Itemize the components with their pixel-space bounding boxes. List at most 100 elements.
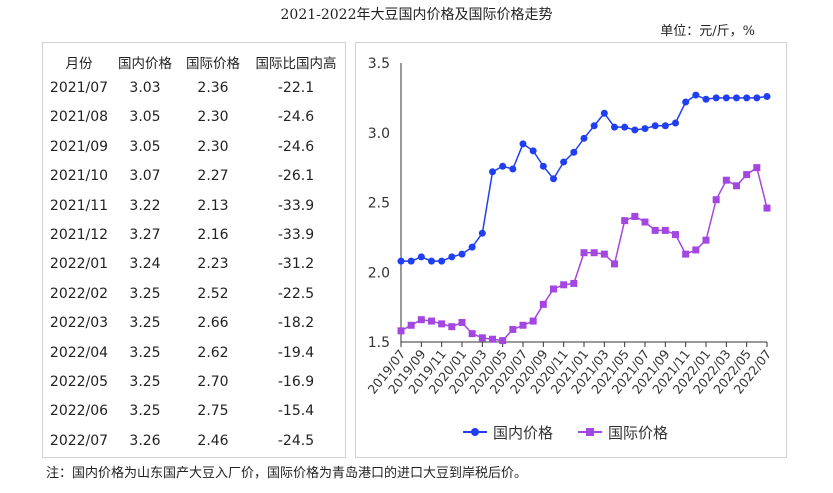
cell-diff: -16.9 [277, 374, 315, 390]
table-row: 2021/07 3.03 2.36 -22.1 [43, 77, 345, 101]
table-header: 月份 国内价格 国际价格 国际比国内高 [43, 49, 345, 73]
cell-month: 2021/10 [49, 168, 109, 185]
cell-international: 2.27 [197, 168, 229, 185]
data-point [407, 257, 415, 265]
cell-diff: -19.4 [277, 344, 315, 361]
data-point [692, 91, 700, 99]
cell-international: 2.66 [197, 315, 229, 332]
header-diff: 国际比国内高 [255, 56, 337, 72]
cell-international: 2.36 [197, 80, 229, 96]
y-tick-label: 2.0 [368, 265, 390, 281]
data-point [641, 125, 649, 133]
data-point [702, 95, 710, 103]
cell-diff: -18.2 [277, 315, 315, 332]
data-point [611, 123, 618, 131]
data-point [743, 171, 751, 179]
data-point [509, 325, 517, 333]
data-point [722, 94, 730, 102]
data-point [590, 249, 598, 257]
table-row: 2022/05 3.25 2.70 -16.9 [43, 371, 345, 395]
data-point [458, 318, 466, 326]
data-point [468, 243, 476, 251]
table-row: 2021/08 3.05 2.30 -24.6 [43, 106, 345, 130]
data-point [519, 321, 527, 329]
data-point [743, 94, 751, 102]
data-point [397, 327, 405, 335]
data-point [733, 182, 740, 190]
data-point [600, 250, 608, 258]
cell-month: 2021/07 [49, 80, 109, 96]
data-point [763, 92, 771, 100]
cell-domestic: 3.03 [129, 80, 161, 96]
data-point [702, 236, 710, 244]
y-tick-label: 1.5 [368, 335, 390, 351]
data-point [539, 162, 547, 170]
data-point [560, 281, 568, 289]
data-point [661, 226, 669, 234]
cell-domestic: 3.27 [129, 227, 161, 243]
footnote: 注：国内价格为山东国产大豆入厂价，国际价格为青岛港口的进口大豆到岸税后价。 [46, 466, 528, 481]
data-point [682, 98, 690, 106]
header-month: 月份 [65, 56, 93, 72]
data-point [550, 285, 557, 293]
data-point [468, 330, 476, 338]
cell-domestic: 3.22 [129, 197, 161, 214]
cell-month: 2021/08 [49, 109, 109, 126]
data-point [570, 279, 578, 287]
legend-marker-circle [471, 428, 479, 436]
data-point [478, 334, 486, 342]
cell-month: 2022/07 [49, 432, 109, 449]
price-table: 月份 国内价格 国际价格 国际比国内高 2021/07 3.03 2.36 -22.1… [42, 42, 346, 458]
data-point [438, 320, 446, 328]
table-row: 2022/03 3.25 2.66 -18.2 [43, 312, 345, 336]
data-point [580, 134, 588, 142]
cell-international: 2.52 [197, 285, 229, 302]
table-row: 2021/12 3.27 2.16 -33.9 [43, 224, 345, 248]
series-line-domestic [401, 94, 768, 262]
table-row: 2022/01 3.24 2.23 -31.2 [43, 253, 345, 277]
data-point [712, 94, 720, 102]
cell-diff: -24.6 [277, 109, 315, 126]
cell-month: 2022/04 [49, 344, 109, 361]
data-point [600, 109, 608, 117]
legend-label: 国际价格 [608, 424, 668, 442]
data-point [753, 164, 761, 172]
cell-domestic: 3.05 [129, 109, 161, 126]
data-point [489, 335, 496, 343]
cell-month: 2022/05 [49, 374, 109, 390]
cell-international: 2.16 [197, 227, 229, 243]
data-point [519, 140, 527, 148]
cell-month: 2021/12 [49, 227, 109, 243]
data-point [621, 123, 629, 131]
data-point [651, 122, 659, 130]
data-point [733, 94, 740, 102]
data-point [499, 337, 507, 345]
cell-domestic: 3.25 [129, 285, 161, 302]
data-point [560, 158, 568, 166]
header-international: 国际价格 [186, 56, 240, 72]
legend-label: 国内价格 [493, 424, 553, 442]
cell-month: 2021/11 [49, 197, 109, 214]
cell-month: 2022/03 [49, 315, 109, 332]
data-point [672, 231, 679, 239]
cell-international: 2.23 [197, 256, 229, 273]
data-point [539, 300, 547, 308]
data-point [417, 316, 425, 324]
cell-diff: -24.5 [277, 432, 315, 449]
table-row: 2022/07 3.26 2.46 -24.5 [43, 430, 345, 454]
cell-international: 2.70 [197, 374, 229, 390]
cell-diff: -33.9 [277, 197, 315, 214]
legend-marker-square [586, 428, 594, 436]
data-point [550, 175, 557, 183]
data-point [428, 257, 435, 265]
cell-international: 2.30 [197, 109, 229, 126]
table-row: 2022/04 3.25 2.62 -19.4 [43, 342, 345, 366]
cell-month: 2022/01 [49, 256, 109, 273]
data-point [692, 246, 700, 254]
data-point [448, 323, 456, 331]
y-tick-label: 2.5 [368, 196, 390, 212]
data-point [661, 122, 669, 130]
data-point [499, 162, 507, 170]
cell-domestic: 3.25 [129, 315, 161, 332]
